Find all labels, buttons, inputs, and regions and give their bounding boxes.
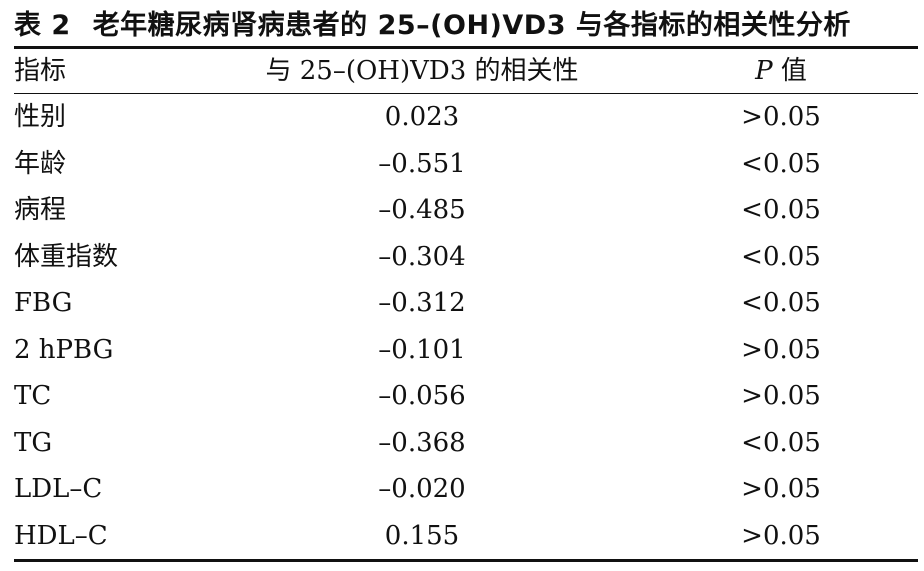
header-row: 指标 与 25–(OH)VD3 的相关性 P 值 xyxy=(14,49,918,93)
cell-indicator: 病程 xyxy=(14,195,67,225)
table-number: 表 2 xyxy=(14,10,71,41)
cell-correlation: –0.551 xyxy=(378,148,466,179)
cell-p-value: >0.05 xyxy=(741,334,821,365)
cell-correlation: 0.155 xyxy=(384,520,460,551)
table-title: 老年糖尿病肾病患者的 25–(OH)VD3 与各指标的相关性分析 xyxy=(92,10,851,41)
cell-p-value: >0.05 xyxy=(741,381,821,411)
cell-p-value: <0.05 xyxy=(741,288,821,318)
cell-correlation: –0.485 xyxy=(378,195,466,225)
header-indicator: 指标 xyxy=(14,56,67,86)
cell-indicator: FBG xyxy=(14,288,73,318)
table-row: 年龄 –0.551 <0.05 xyxy=(14,141,918,188)
cell-correlation: –0.056 xyxy=(378,381,466,411)
cell-correlation: –0.368 xyxy=(378,427,466,458)
header-correlation: 与 25–(OH)VD3 的相关性 xyxy=(265,56,579,86)
cell-p-value: <0.05 xyxy=(741,427,821,458)
cell-p-value: >0.05 xyxy=(741,474,821,504)
table-row: LDL–C –0.020 >0.05 xyxy=(14,466,918,513)
cell-indicator: TC xyxy=(14,381,52,411)
cell-p-value: >0.05 xyxy=(741,520,821,551)
cell-p-value: >0.05 xyxy=(741,102,821,132)
header-p-value: P 值 xyxy=(644,49,918,93)
header-p-symbol: P xyxy=(755,56,773,86)
top-rule xyxy=(14,46,918,49)
cell-indicator: HDL–C xyxy=(14,520,108,551)
cell-correlation: –0.101 xyxy=(378,334,466,365)
cell-indicator: 体重指数 xyxy=(14,241,119,272)
table-row: 体重指数 –0.304 <0.05 xyxy=(14,234,918,281)
correlation-table-figure: 表 2 老年糖尿病肾病患者的 25–(OH)VD3 与各指标的相关性分析 指标 与… xyxy=(14,6,918,562)
cell-indicator: 年龄 xyxy=(14,148,67,179)
cell-correlation: –0.304 xyxy=(378,241,466,272)
cell-p-value: <0.05 xyxy=(741,241,821,272)
table-row: 2 hPBG –0.101 >0.05 xyxy=(14,327,918,374)
bottom-rule xyxy=(14,559,918,562)
cell-correlation: –0.020 xyxy=(378,474,466,504)
correlation-table: 指标 与 25–(OH)VD3 的相关性 P 值 xyxy=(14,49,918,93)
cell-indicator: LDL–C xyxy=(14,474,103,504)
header-rule xyxy=(14,93,918,94)
table-row: TG –0.368 <0.05 xyxy=(14,420,918,467)
table-row: TC –0.056 >0.05 xyxy=(14,373,918,420)
table-row: 病程 –0.485 <0.05 xyxy=(14,187,918,234)
cell-indicator: 2 hPBG xyxy=(14,334,114,365)
cell-p-value: <0.05 xyxy=(741,148,821,179)
correlation-table-body: 性别 0.023 >0.05 年龄 –0.551 <0.05 病程 –0.485… xyxy=(14,94,918,559)
cell-p-value: <0.05 xyxy=(741,195,821,225)
header-p-suffix: 值 xyxy=(772,56,807,86)
table-row: 性别 0.023 >0.05 xyxy=(14,94,918,141)
cell-indicator: 性别 xyxy=(14,102,67,132)
cell-correlation: –0.312 xyxy=(378,288,466,318)
cell-correlation: 0.023 xyxy=(384,102,460,132)
table-row: FBG –0.312 <0.05 xyxy=(14,280,918,327)
table-caption: 表 2 老年糖尿病肾病患者的 25–(OH)VD3 与各指标的相关性分析 xyxy=(14,6,918,46)
cell-indicator: TG xyxy=(14,427,53,458)
table-row: HDL–C 0.155 >0.05 xyxy=(14,513,918,560)
